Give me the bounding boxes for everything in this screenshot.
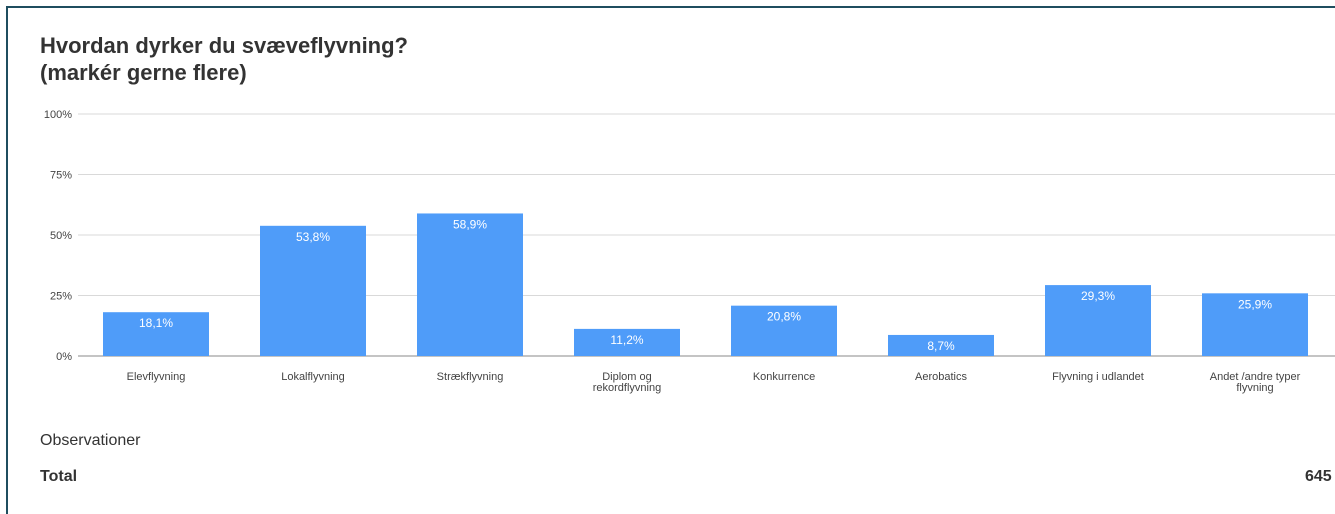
x-tick-label: flyvning — [1236, 382, 1273, 394]
x-tick-label: Elevflyvning — [127, 371, 186, 383]
y-tick-label: 50% — [50, 230, 72, 242]
bar-value-label: 58,9% — [453, 217, 487, 231]
observations-label: Observationer — [40, 432, 141, 449]
x-tick-label: Diplom og — [602, 371, 652, 383]
x-tick-label: Strækflyvning — [437, 371, 504, 383]
bar-value-label: 18,1% — [139, 316, 173, 330]
bar — [1202, 293, 1308, 356]
y-tick-label: 100% — [44, 109, 72, 121]
bar — [731, 305, 837, 356]
bar-value-label: 53,8% — [296, 230, 330, 244]
bar-value-label: 20,8% — [767, 310, 801, 324]
y-tick-label: 25% — [50, 291, 72, 303]
chart-frame — [6, 6, 1335, 514]
bar-value-label: 25,9% — [1238, 297, 1272, 311]
bar-value-label: 11,2% — [610, 333, 643, 347]
total-label: Total — [40, 468, 78, 485]
bar — [888, 334, 994, 356]
chart-title: Hvordan dyrker du svæveflyvning? (markér… — [40, 32, 408, 86]
x-tick-label: rekordflyvning — [593, 382, 661, 394]
x-tick-label: Lokalflyvning — [281, 371, 345, 383]
bar-value-label: 8,7% — [927, 339, 955, 353]
bar — [1045, 285, 1151, 356]
y-tick-label: 75% — [50, 170, 72, 182]
x-tick-label: Andet /andre typer — [1210, 371, 1301, 383]
total-value: 645 — [1305, 468, 1332, 485]
bar — [417, 213, 523, 356]
bar — [260, 225, 366, 356]
x-tick-label: Aerobatics — [915, 371, 967, 383]
x-tick-label: Flyvning i udlandet — [1052, 371, 1144, 383]
bar — [103, 312, 209, 356]
bar — [574, 328, 680, 356]
y-tick-label: 0% — [56, 351, 72, 363]
chart-title-line-2: (markér gerne flere) — [40, 60, 247, 85]
bar-value-label: 29,3% — [1081, 289, 1115, 303]
bar-chart: 0% 25% 50% 75% 100% 18,1% Elevflyvning 53,8% Lok… — [44, 109, 1335, 394]
chart-title-line-1: Hvordan dyrker du svæveflyvning? — [40, 33, 408, 58]
x-tick-label: Konkurrence — [753, 371, 815, 383]
